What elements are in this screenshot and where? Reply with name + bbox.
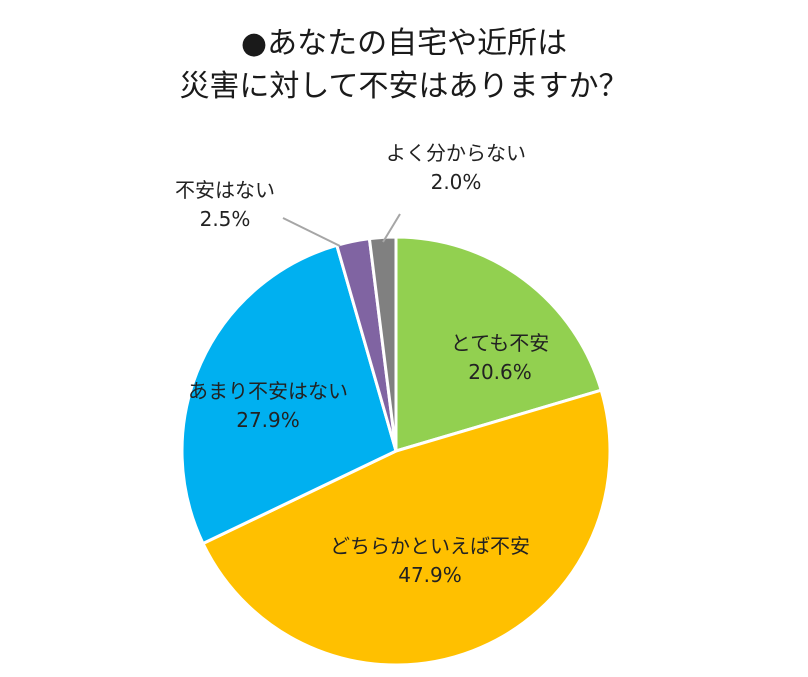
- slice-label-2: どちらかといえば不安 47.9%: [330, 534, 530, 587]
- slice-label-5: よく分からない 2.0%: [386, 141, 526, 194]
- slice-label-value: 47.9%: [398, 563, 462, 587]
- slice-label-4: 不安はない 2.5%: [175, 178, 275, 231]
- slice-label-name: よく分からない: [386, 141, 526, 165]
- slice-1: [394, 235, 603, 453]
- slice-label-name: とても不安: [451, 331, 549, 355]
- slice-label-name: あまり不安はない: [188, 379, 348, 403]
- slice-label-value: 2.0%: [431, 170, 482, 194]
- slice-5: [367, 235, 398, 453]
- slice-label-name: どちらかといえば不安: [330, 534, 530, 558]
- slice-label-value: 27.9%: [236, 408, 300, 432]
- slice-label-1: とても不安 20.6%: [451, 331, 549, 384]
- slice-label-value: 20.6%: [468, 360, 532, 384]
- leader-lines: [282, 213, 401, 247]
- chart-title-line-2: 災害に対して不安はありますか？: [179, 69, 629, 104]
- slice-label-3: あまり不安はない 27.9%: [188, 379, 348, 432]
- leader-line-4: [282, 217, 341, 247]
- pie-slices: [180, 235, 612, 667]
- chart-title-line-1: ●あなたの自宅や近所は: [240, 26, 568, 61]
- chart-title: ●あなたの自宅や近所は 災害に対して不安はありますか？: [0, 22, 808, 108]
- slice-label-name: 不安はない: [175, 178, 275, 202]
- slice-label-value: 2.5%: [200, 207, 251, 231]
- leader-line-5: [382, 213, 401, 243]
- slice-2: [201, 388, 612, 667]
- slice-labels: とても不安 20.6% どちらかといえば不安 47.9% あまり不安はない 27.9% 不安…: [175, 141, 549, 587]
- slice-3: [180, 243, 398, 545]
